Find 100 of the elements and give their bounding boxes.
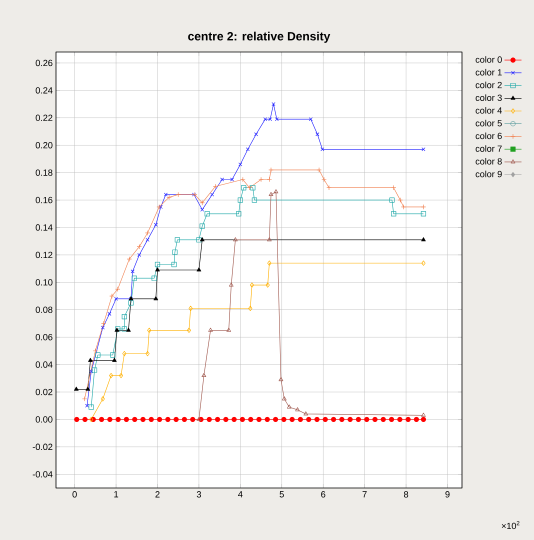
legend-label: color 0 <box>476 56 502 63</box>
point <box>236 211 242 216</box>
point <box>272 416 278 422</box>
point <box>95 352 100 358</box>
x-tick-label: 8 <box>404 491 408 498</box>
point <box>295 407 300 412</box>
point <box>212 184 218 189</box>
point <box>306 416 312 422</box>
legend-label: color 3 <box>476 94 502 101</box>
point <box>268 192 274 196</box>
point <box>400 204 406 210</box>
point <box>119 372 124 378</box>
point <box>174 237 180 242</box>
point <box>420 211 426 216</box>
point <box>196 267 202 272</box>
point <box>266 176 272 182</box>
point <box>254 132 258 136</box>
point <box>266 282 270 288</box>
point <box>126 256 132 262</box>
point <box>322 416 328 422</box>
point <box>214 416 220 422</box>
point <box>250 185 256 190</box>
x-tick-label: 3 <box>196 491 202 498</box>
point <box>330 416 336 422</box>
point <box>308 117 313 122</box>
point <box>258 176 264 182</box>
point <box>182 416 188 422</box>
point <box>223 416 228 422</box>
point <box>140 416 146 422</box>
y-tick-label: 0.06 <box>36 334 52 340</box>
point <box>246 147 250 152</box>
point <box>114 296 118 301</box>
point <box>230 178 234 182</box>
point <box>166 194 172 200</box>
x-tick-label: 5 <box>280 491 284 498</box>
point <box>248 416 254 422</box>
point <box>164 192 168 197</box>
point <box>256 416 262 422</box>
x-tick-label: 6 <box>321 491 326 498</box>
y-tick-label: 0.08 <box>36 306 52 313</box>
point <box>116 416 121 422</box>
point <box>92 348 98 354</box>
point <box>389 197 395 203</box>
point <box>204 211 210 216</box>
point <box>109 293 115 299</box>
point <box>339 416 344 422</box>
point <box>241 185 246 190</box>
point <box>232 416 237 422</box>
point <box>391 211 396 216</box>
point <box>388 416 394 422</box>
point <box>171 262 177 268</box>
point <box>246 185 252 190</box>
point <box>397 416 402 422</box>
point <box>136 244 142 250</box>
point <box>356 416 362 422</box>
point <box>174 416 179 422</box>
point <box>228 282 234 287</box>
x-tick-label: 4 <box>238 491 243 498</box>
y-tick-label: 0.02 <box>36 388 52 396</box>
y-tick-label: 0.16 <box>36 196 52 204</box>
point <box>326 185 332 190</box>
point <box>238 197 243 203</box>
point <box>148 416 154 422</box>
y-tick-label: 0.14 <box>36 224 53 231</box>
legend-label: color 1 <box>476 68 502 76</box>
point <box>109 372 114 378</box>
point <box>190 416 196 422</box>
point <box>108 312 112 316</box>
x-tick-label: 7 <box>362 491 367 498</box>
point <box>252 197 258 203</box>
point <box>188 306 193 311</box>
y-tick-label: 0.22 <box>36 114 52 121</box>
point <box>240 416 246 422</box>
point <box>152 276 157 281</box>
point <box>200 200 205 206</box>
point <box>82 416 88 422</box>
point <box>226 328 232 332</box>
point <box>298 416 304 422</box>
point <box>250 282 254 288</box>
x-tick-label: 0 <box>72 491 77 498</box>
point <box>398 197 403 203</box>
point <box>200 237 205 242</box>
point <box>268 167 274 172</box>
point <box>154 222 158 227</box>
point <box>98 416 104 422</box>
point <box>206 416 212 422</box>
point <box>248 306 252 311</box>
point <box>110 352 116 358</box>
point <box>154 296 158 300</box>
y-tick-label: 0.18 <box>36 169 52 176</box>
point <box>314 416 320 422</box>
point <box>126 328 131 332</box>
point <box>186 328 191 333</box>
point <box>220 178 224 182</box>
y-tick-label: 0.26 <box>36 60 52 66</box>
point <box>144 230 150 236</box>
point <box>278 377 284 382</box>
point <box>210 192 214 197</box>
point <box>391 185 396 190</box>
point <box>88 358 93 362</box>
